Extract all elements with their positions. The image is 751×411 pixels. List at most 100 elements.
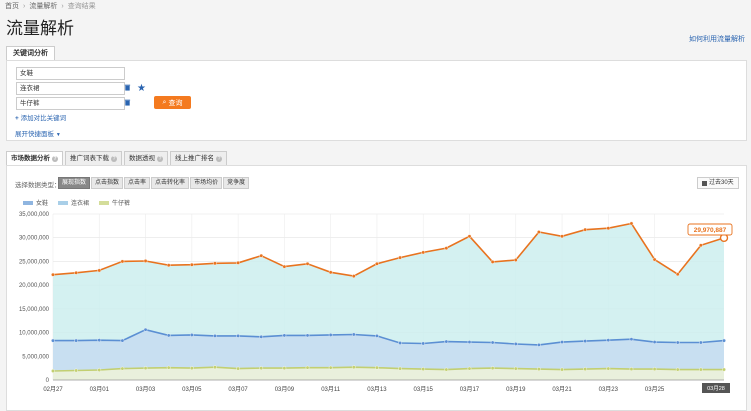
data-point [143,366,148,371]
data-point [305,261,310,266]
x-tick-label: 03月15 [414,386,434,393]
expand-panel-link[interactable]: 展开快捷面板 ▼ [15,128,61,138]
query-button[interactable]: ⌕ 查询 [154,96,191,109]
data-type-click-index[interactable]: 点击指数 [91,177,124,189]
value-tooltip [687,223,733,236]
legend-swatch [99,200,110,205]
help-icon[interactable]: ? [52,156,58,162]
data-point [490,366,495,371]
legend-item[interactable]: 女鞋 [23,198,48,207]
data-point [259,334,264,339]
x-tick-label: 03月09 [275,386,295,393]
tab-online-ranking[interactable]: 线上推广排名? [170,151,227,166]
help-icon[interactable]: ? [216,156,222,162]
x-tick-label: 03月11 [321,386,341,393]
data-point [513,342,518,346]
trash-icon[interactable] [124,84,131,91]
x-tick-label: 03月01 [90,386,110,393]
y-tick-label: 35,000,000 [19,212,50,218]
y-tick-label: 10,000,000 [19,331,50,337]
data-point [213,365,217,370]
query-button-label: 查询 [168,99,183,107]
data-point [166,365,171,370]
data-point [74,270,79,275]
add-compare-label: 添加对比关键词 [20,115,67,122]
keyword-input-2[interactable]: 连衣裙 [16,82,125,95]
data-point [97,368,102,372]
breadcrumb: 首页 › 流量解析 › 查询结果 [5,1,96,11]
data-type-ctr[interactable]: 点击率 [124,177,151,189]
data-point [536,230,541,234]
data-point [236,260,241,265]
legend-item[interactable]: 牛仔裤 [99,198,130,207]
data-point [282,366,287,371]
chart-legend: 女鞋 连衣裙 牛仔裤 [23,198,130,207]
legend-label: 连衣裙 [71,201,90,207]
data-point [213,333,217,338]
series-line [52,366,724,372]
data-point [629,337,634,342]
data-point [421,250,426,255]
data-point [421,367,426,371]
data-point [236,333,241,338]
data-point [652,340,657,344]
trash-icon[interactable] [124,99,131,106]
star-icon[interactable]: ★ [137,83,146,94]
data-point [606,226,611,231]
data-point [259,253,264,258]
data-point [560,234,564,239]
date-range-button[interactable]: 过去30天 [697,177,739,189]
tab-keyword-download[interactable]: 推广词表下载? [65,151,122,166]
page-title: 流量解析 [6,19,74,38]
data-point [560,367,564,372]
data-point [143,327,148,332]
tab-data-pivot[interactable]: 数据透视? [124,151,168,166]
data-point [629,221,634,226]
data-point [467,366,472,371]
data-point [120,366,125,371]
caret-down-icon: ▼ [55,132,61,138]
search-icon: ⌕ [162,98,167,106]
data-point [444,367,449,372]
plus-icon: + [15,115,19,122]
data-point [606,338,611,343]
legend-item[interactable]: 连衣裙 [58,198,89,207]
tab-market-data[interactable]: 市场数据分析? [6,151,63,166]
data-point [305,365,310,370]
data-type-label: 选择数据类型： [15,182,61,189]
data-type-impression[interactable]: 展现指数 [58,177,91,189]
data-point [490,340,495,345]
data-point [236,366,241,371]
x-tick-label: 03月23 [599,386,619,393]
help-icon[interactable]: ? [111,156,117,162]
last-date-label: 03月28 [707,385,725,392]
keyword-input-3[interactable]: 牛仔裤 [16,97,125,110]
data-point [143,259,148,263]
help-link[interactable]: 如何利用流量解析 [689,36,745,43]
tab-keyword-analysis[interactable]: 关键词分析 [6,46,55,61]
legend-label: 女鞋 [36,201,49,207]
x-tick-label: 03月19 [506,386,526,393]
legend-swatch [58,200,69,205]
keyword-input-1[interactable]: 女鞋 [16,67,125,80]
data-point [166,263,171,268]
y-tick-label: 30,000,000 [19,236,50,242]
add-compare-keyword-link[interactable]: + 添加对比关键词 [15,112,66,122]
data-type-competition[interactable]: 竞争度 [223,177,250,189]
data-point [97,338,102,343]
data-point [629,367,634,371]
x-tick-label: 03月17 [460,386,480,393]
data-point [698,243,703,248]
data-point [189,333,194,337]
breadcrumb-home[interactable]: 首页 [5,3,19,10]
data-point [351,365,356,370]
data-type-avg-price[interactable]: 市场均价 [190,177,223,189]
help-icon[interactable]: ? [157,156,163,162]
data-point [652,367,657,371]
data-point [74,368,79,373]
data-type-conversion[interactable]: 点击转化率 [151,177,190,189]
data-point [282,333,287,338]
data-point [467,234,472,239]
breadcrumb-traffic[interactable]: 流量解析 [29,3,58,10]
